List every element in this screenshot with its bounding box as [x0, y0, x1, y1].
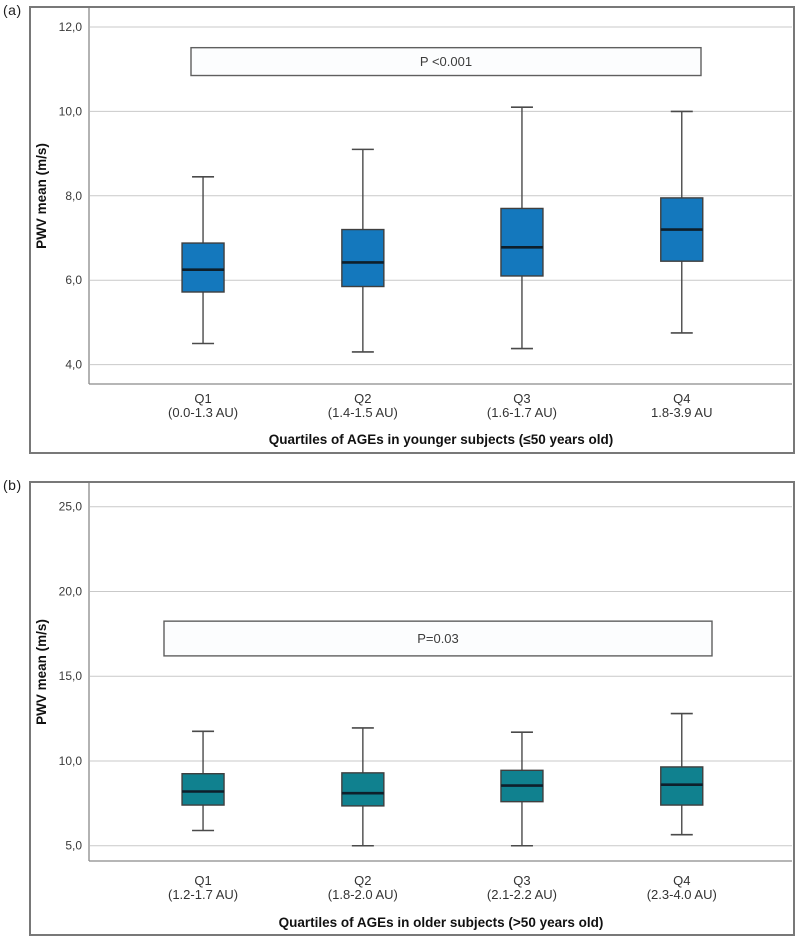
- boxplot-Q3: [500, 106, 544, 350]
- box-rect: [500, 207, 544, 277]
- ytick-label: 5,0: [65, 839, 82, 853]
- panel-a: 4,0 6,0 8,0 10,0 12,0 P <0.001 Q1 (0.0-1.3 AU) Q…: [29, 6, 795, 459]
- boxplot-Q1: [181, 175, 225, 345]
- box-rect: [181, 773, 225, 806]
- box-rect: [341, 228, 385, 288]
- boxplot-Q1: [181, 730, 225, 832]
- boxplot-chart-younger: 4,0 6,0 8,0 10,0 12,0 P <0.001 Q1 (0.0-1.3 AU) Q…: [29, 6, 795, 454]
- box-rect: [341, 772, 385, 807]
- x-category-label-Q2: Q2 (1.8-2.0 AU): [328, 873, 398, 902]
- ytick-label: 12,0: [59, 20, 83, 34]
- ytick-label: 6,0: [65, 273, 82, 287]
- boxplot-Q2: [341, 148, 385, 353]
- ytick-label: 25,0: [59, 500, 83, 514]
- x-axis-title: Quartiles of AGEs in older subjects (>50…: [279, 915, 604, 930]
- ytick-label: 4,0: [65, 358, 82, 372]
- p-value-box: [163, 620, 713, 657]
- p-value-text: P <0.001: [420, 54, 472, 69]
- boxplot-Q4: [660, 712, 704, 836]
- x-category-label-Q4: Q4 (2.3-4.0 AU): [647, 873, 717, 902]
- p-value-box: [190, 46, 702, 77]
- boxplot-chart-older: 5,0 10,0 15,0 20,0 25,0 P=0.03 Q1 (1.2-1.7 AU) Q…: [29, 481, 795, 936]
- ytick-label: 20,0: [59, 584, 83, 598]
- ytick-label: 10,0: [59, 104, 83, 118]
- x-category-label-Q1: Q1 (1.2-1.7 AU): [168, 873, 238, 902]
- y-axis-title: PWV mean (m/s): [34, 143, 49, 249]
- box-rect: [181, 242, 225, 293]
- x-category-label-Q1: Q1 (0.0-1.3 AU): [168, 391, 238, 420]
- boxplot-Q4: [660, 110, 704, 334]
- x-category-label-Q3: Q3 (2.1-2.2 AU): [487, 873, 557, 902]
- x-axis-title: Quartiles of AGEs in younger subjects (≤…: [269, 432, 614, 447]
- panel-b: 5,0 10,0 15,0 20,0 25,0 P=0.03 Q1 (1.2-1.7 AU) Q…: [29, 481, 795, 941]
- boxplot-Q2: [341, 727, 385, 847]
- panel-b-label: (b): [3, 477, 22, 493]
- y-axis-title: PWV mean (m/s): [34, 619, 49, 725]
- panel-a-label: (a): [3, 2, 22, 18]
- ytick-label: 8,0: [65, 189, 82, 203]
- boxplot-Q3: [500, 731, 544, 847]
- ytick-label: 15,0: [59, 669, 83, 683]
- x-category-label-Q2: Q2 (1.4-1.5 AU): [328, 391, 398, 420]
- p-value-text: P=0.03: [417, 631, 459, 646]
- ytick-label: 10,0: [59, 754, 83, 768]
- x-category-label-Q3: Q3 (1.6-1.7 AU): [487, 391, 557, 420]
- x-category-label-Q4: Q4 1.8-3.9 AU: [651, 391, 712, 420]
- panel-border: [29, 481, 795, 936]
